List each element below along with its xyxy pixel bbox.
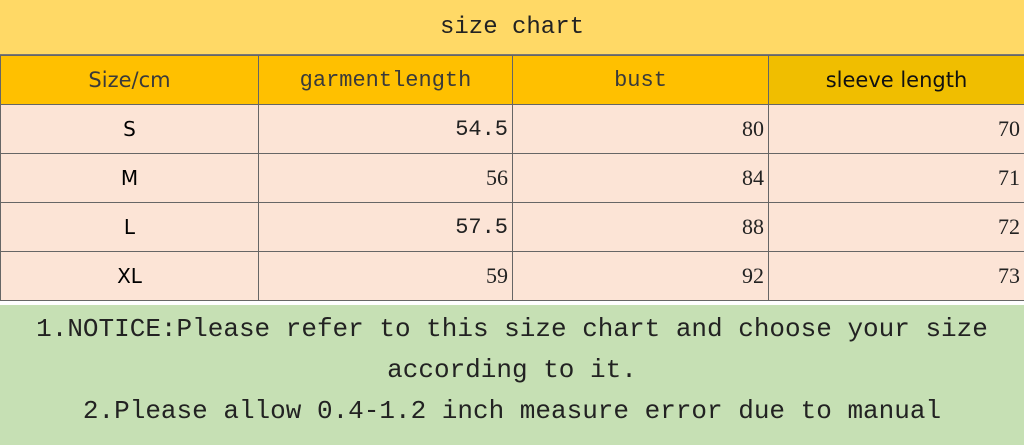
sleeve-length-cell: 71 <box>768 153 1024 203</box>
table-row: XL 59 92 73 <box>0 251 1024 301</box>
size-cell: M <box>0 153 259 203</box>
garment-length-cell: 59 <box>258 251 513 301</box>
notice-box: 1.NOTICE:Please refer to this size chart… <box>0 305 1024 445</box>
garment-length-cell: 57.5 <box>258 202 513 252</box>
bust-cell: 80 <box>512 104 769 154</box>
notice-line-2: according to it. <box>387 355 637 385</box>
table-row: S 54.5 80 70 <box>0 104 1024 154</box>
sleeve-length-cell: 73 <box>768 251 1024 301</box>
garment-length-cell: 54.5 <box>258 104 513 154</box>
bust-cell: 88 <box>512 202 769 252</box>
size-cell: XL <box>0 251 259 301</box>
header-bust: bust <box>512 55 769 105</box>
table-row: M 56 84 71 <box>0 153 1024 203</box>
header-row: Size/cm garmentlength bust sleeve length <box>0 55 1024 105</box>
size-cell: L <box>0 202 259 252</box>
size-table: Size/cm garmentlength bust sleeve length… <box>0 55 1024 301</box>
notice-line-3: 2.Please allow 0.4-1.2 inch measure erro… <box>82 396 942 426</box>
header-size: Size/cm <box>0 55 259 105</box>
sleeve-length-cell: 70 <box>768 104 1024 154</box>
header-garment-length: garmentlength <box>258 55 513 105</box>
bust-cell: 92 <box>512 251 769 301</box>
notice-line-1: 1.NOTICE:Please refer to this size chart… <box>36 314 988 344</box>
size-cell: S <box>0 104 259 154</box>
bust-cell: 84 <box>512 153 769 203</box>
sleeve-length-cell: 72 <box>768 202 1024 252</box>
header-sleeve-length: sleeve length <box>768 55 1024 105</box>
chart-title: size chart <box>0 0 1024 55</box>
garment-length-cell: 56 <box>258 153 513 203</box>
table-row: L 57.5 88 72 <box>0 202 1024 252</box>
